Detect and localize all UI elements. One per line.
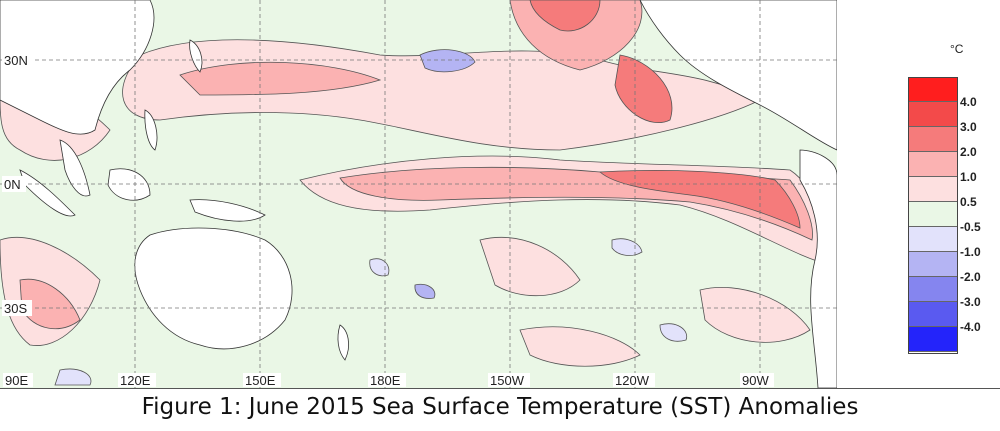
legend-swatch <box>908 277 958 302</box>
legend-tick-label: 0.5 <box>960 195 977 209</box>
legend-tick-label: 2.0 <box>960 145 977 159</box>
land-masses <box>0 0 837 388</box>
legend-tick-label: 1.0 <box>960 170 977 184</box>
lon-label-120e: 120E <box>120 373 151 388</box>
figure-caption: Figure 1: June 2015 Sea Surface Temperat… <box>141 394 859 420</box>
legend-swatch <box>908 102 958 127</box>
sst-anomaly-map: 30N 0N 30S 90E 120E 150E 180E 150W 120W … <box>0 0 837 388</box>
legend-swatch <box>908 152 958 177</box>
legend-unit-label: °C <box>950 42 964 56</box>
lat-label-0n: 0N <box>4 177 21 192</box>
graticule <box>0 0 837 388</box>
legend-swatch <box>908 127 958 152</box>
legend-tick-label: -1.0 <box>960 245 981 259</box>
legend-tick-label: -4.0 <box>960 320 981 334</box>
lat-label-30n: 30N <box>4 53 28 68</box>
legend-swatch <box>908 77 958 102</box>
legend-swatch <box>908 227 958 252</box>
legend-swatch <box>908 302 958 327</box>
lat-label-30s: 30S <box>4 301 27 316</box>
legend-tick-label: -0.5 <box>960 220 981 234</box>
legend-tick-label: 3.0 <box>960 120 977 134</box>
longitude-labels: 90E 120E 150E 180E 150W 120W 90W <box>3 373 774 388</box>
lon-label-180e: 180E <box>370 373 401 388</box>
legend-tick-label: -3.0 <box>960 295 981 309</box>
legend-swatch <box>908 327 958 352</box>
lon-label-150e: 150E <box>245 373 276 388</box>
map-canvas: 30N 0N 30S 90E 120E 150E 180E 150W 120W … <box>0 0 837 388</box>
lon-label-90w: 90W <box>742 373 769 388</box>
legend-swatch <box>908 177 958 202</box>
lon-label-150w: 150W <box>490 373 525 388</box>
cool-anomaly-regions <box>54 49 688 386</box>
warm-anomaly-regions <box>0 0 837 367</box>
lon-label-120w: 120W <box>615 373 650 388</box>
legend-tick-label: -2.0 <box>960 270 981 284</box>
lon-label-90e: 90E <box>5 373 28 388</box>
latitude-labels: 30N 0N 30S <box>2 52 32 316</box>
legend-swatch <box>908 252 958 277</box>
legend-tick-label: 4.0 <box>960 95 977 109</box>
caption-divider <box>0 388 1000 389</box>
legend-swatch <box>908 202 958 227</box>
